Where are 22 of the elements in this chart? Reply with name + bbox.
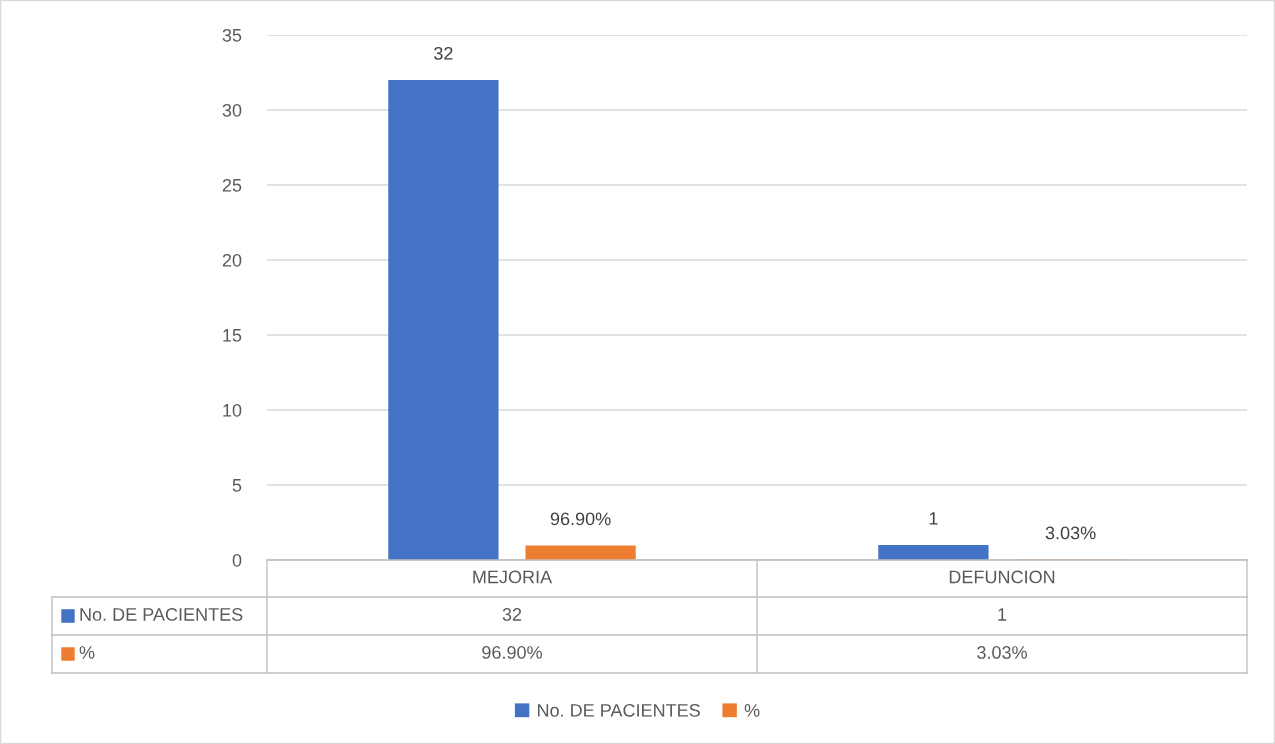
data-label: 32 bbox=[502, 608, 522, 621]
y-tick-label: 15 bbox=[223, 329, 242, 342]
x-tick-label: DEFUNCION bbox=[949, 570, 1055, 584]
legend-label: No. DE PACIENTES bbox=[538, 703, 700, 717]
y-tick-label: 5 bbox=[232, 479, 242, 492]
text: 3.03% bbox=[1045, 526, 1096, 540]
y-tick-label: 10 bbox=[223, 403, 242, 417]
x-tick-label: MEJORIA bbox=[473, 570, 553, 584]
data-label: 3.03% bbox=[977, 646, 1027, 659]
text: 96.90% bbox=[550, 512, 611, 526]
y-tick-label: 0 bbox=[232, 553, 242, 567]
text: % bbox=[79, 646, 95, 659]
legend-label: % bbox=[744, 704, 760, 717]
y-tick-label: 20 bbox=[222, 253, 242, 267]
y-tick-label: 30 bbox=[222, 103, 242, 117]
text: No. DE PACIENTES bbox=[80, 608, 243, 621]
text: 1 bbox=[929, 512, 938, 525]
data-label: 96.90% bbox=[482, 646, 542, 659]
text: 32 bbox=[434, 46, 453, 60]
data-label: 1 bbox=[998, 608, 1007, 621]
y-tick-label: 25 bbox=[222, 178, 242, 192]
y-tick-label: 35 bbox=[222, 28, 242, 42]
